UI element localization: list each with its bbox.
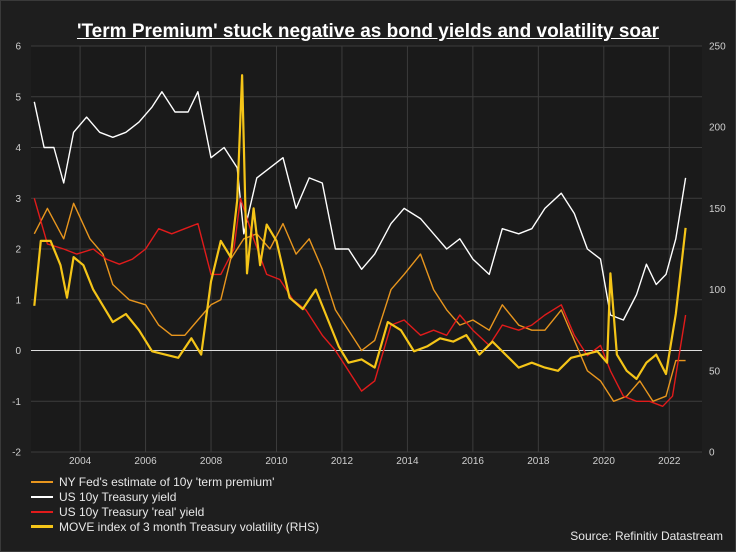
legend-label-move-index: MOVE index of 3 month Treasury volatilit… [59,519,320,534]
x-tick-2012: 2012 [331,456,354,467]
x-axis: 2004 2006 2008 2010 2012 2014 2016 2018 2020 2022 [69,456,681,467]
y-right-tick-50: 50 [709,366,721,377]
legend-item-move-index: MOVE index of 3 month Treasury volatilit… [31,519,319,534]
series-lines [33,74,687,407]
legend-item-10y-yield: US 10y Treasury yield [31,489,319,504]
legend: NY Fed's estimate of 10y 'term premium' … [31,474,319,534]
y-left-tick-4: 4 [15,143,21,154]
chart-title: 'Term Premium' stuck negative as bond yi… [76,21,660,42]
x-tick-2018: 2018 [527,456,550,467]
x-tick-2004: 2004 [69,456,92,467]
legend-swatch-term-premium [31,480,53,483]
series-line-2 [33,197,687,407]
legend-item-term-premium: NY Fed's estimate of 10y 'term premium' [31,474,319,489]
y-left-tick-5: 5 [15,92,21,103]
x-tick-2016: 2016 [462,456,485,467]
x-tick-2006: 2006 [134,456,157,467]
legend-swatch-move-index [31,525,53,528]
series-line-0 [33,202,686,402]
y-right-tick-100: 100 [709,285,726,296]
y-left-tick-0: 0 [15,346,21,357]
y-left-tick-6: 6 [15,42,21,53]
series-line-3 [33,74,687,380]
legend-swatch-10y-yield [31,495,53,498]
y-right-tick-200: 200 [709,123,726,134]
x-tick-2020: 2020 [593,456,616,467]
y-axis-right: 0 50 100 150 200 250 [709,42,726,459]
y-right-tick-150: 150 [709,204,726,215]
x-tick-2022: 2022 [658,456,681,467]
y-left-tick--2: -2 [12,448,21,459]
y-left-tick-3: 3 [15,194,21,205]
y-right-tick-250: 250 [709,42,726,53]
y-axis-left: -2 -1 0 1 2 3 4 5 6 [12,42,21,459]
y-left-tick-2: 2 [15,245,21,256]
y-left-tick--1: -1 [12,397,21,408]
legend-item-real-yield: US 10y Treasury 'real' yield [31,504,319,519]
x-tick-2008: 2008 [200,456,223,467]
x-tick-2010: 2010 [265,456,288,467]
x-tick-2014: 2014 [396,456,419,467]
y-right-tick-0: 0 [709,448,715,459]
source-note: Source: Refinitiv Datastream [570,529,723,543]
legend-label-10y-yield: US 10y Treasury yield [59,489,177,504]
legend-label-term-premium: NY Fed's estimate of 10y 'term premium' [59,474,275,489]
series-line-1 [33,90,687,321]
legend-swatch-real-yield [31,510,53,513]
y-left-tick-1: 1 [15,295,21,306]
legend-label-real-yield: US 10y Treasury 'real' yield [59,504,205,519]
